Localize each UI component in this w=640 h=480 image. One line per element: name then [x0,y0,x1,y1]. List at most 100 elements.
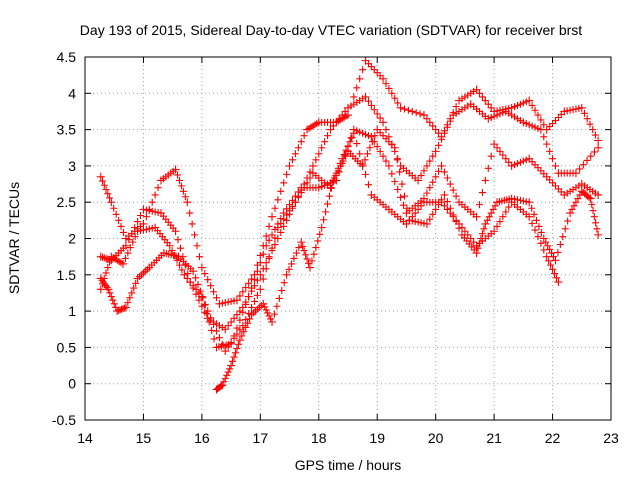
data-marker [452,192,460,200]
data-marker [210,335,218,343]
data-marker [379,132,387,140]
data-marker [548,249,556,257]
data-marker [446,204,454,212]
data-marker [426,184,434,192]
data-point [221,347,230,356]
data-point [317,223,326,232]
data-point [525,212,534,221]
data-marker [590,148,598,156]
data-marker [239,288,247,296]
data-marker [513,159,521,167]
data-marker [265,236,273,244]
data-marker [125,236,133,244]
data-marker [394,185,402,193]
data-marker [416,110,424,118]
data-marker [376,129,384,137]
data-marker [291,150,299,158]
data-marker [483,216,491,224]
data-point [203,307,212,316]
data-marker [356,128,364,136]
data-marker [549,179,557,187]
data-point [232,296,241,305]
data-marker [290,254,298,262]
data-marker [478,189,486,197]
data-marker [286,207,294,215]
data-marker [522,120,530,128]
data-marker [487,104,495,112]
y-tick-label: 3.5 [57,122,77,138]
data-point [107,252,116,261]
data-point [121,303,130,312]
x-tick-labels: 14 15 16 17 18 19 20 21 22 23 [77,430,619,446]
data-point [308,161,317,170]
data-marker [302,251,310,259]
x-tick-label: 19 [369,430,385,446]
data-marker [551,162,559,170]
data-point [539,234,548,243]
data-marker [268,231,276,239]
data-marker [207,282,215,290]
data-marker [449,211,457,219]
data-marker [239,308,247,316]
data-marker [489,205,497,213]
data-marker [440,129,448,137]
data-marker [519,157,527,165]
data-marker [528,122,536,130]
data-marker [334,167,342,175]
data-marker [205,318,213,326]
data-marker [312,156,320,164]
data-marker [242,316,250,324]
data-marker [106,194,114,202]
data-marker [585,193,593,201]
data-marker [376,114,384,122]
data-marker [342,152,350,160]
data-marker [174,171,182,179]
data-marker [534,233,542,241]
data-marker [411,218,419,226]
data-point [197,263,206,272]
x-axis-label: GPS time / hours [295,457,402,473]
data-marker [474,244,482,252]
data-marker [324,132,332,140]
data-marker [259,250,267,258]
data-point [104,285,113,294]
x-tick-label: 14 [77,430,93,446]
data-point [571,169,580,178]
data-point [490,140,499,149]
data-marker [104,190,112,198]
data-marker [236,316,244,324]
data-marker [455,224,463,232]
data-marker [516,158,524,166]
data-marker [181,193,189,201]
data-point [197,292,206,301]
data-marker [429,178,437,186]
data-marker [300,247,308,255]
data-marker [493,111,501,119]
data-marker [238,332,246,340]
data-marker [119,305,127,313]
data-marker [168,247,176,255]
data-marker [300,132,308,140]
data-marker [382,126,390,134]
data-marker [534,164,542,172]
data-marker [230,314,238,322]
data-marker [446,117,454,125]
data-marker [544,242,552,250]
data-marker [440,202,448,210]
data-marker [549,265,557,273]
data-marker [528,101,536,109]
data-marker [267,315,275,323]
data-marker [368,138,376,146]
data-marker [461,227,469,235]
data-marker [467,235,475,242]
data-marker [240,328,248,336]
data-marker [502,155,510,163]
data-marker [262,232,270,240]
data-point [358,161,367,170]
data-marker [261,303,269,311]
data-marker [519,99,527,107]
data-marker [532,216,540,224]
series-track-4 [96,129,563,356]
data-marker [511,103,519,111]
data-marker [391,94,399,102]
